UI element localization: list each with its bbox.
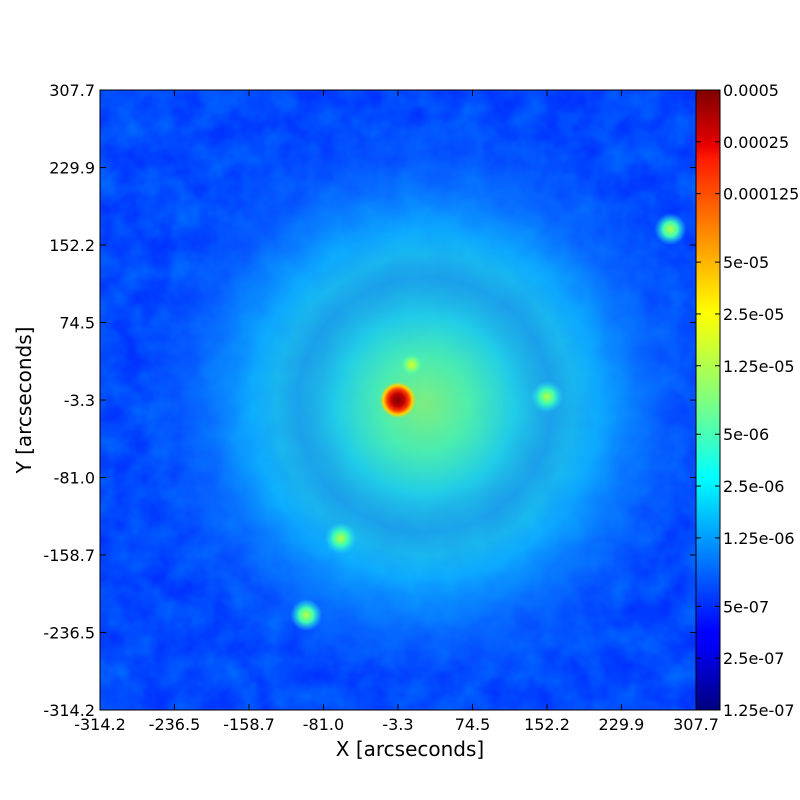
colorbar-tick-label: 5e-05 <box>723 253 769 272</box>
y-tick-label: -158.7 <box>43 546 95 565</box>
colorbar-tick-label: 1.25e-07 <box>723 701 795 720</box>
x-tick-label: 229.9 <box>599 715 645 734</box>
features-layer <box>290 213 687 632</box>
colorbar-frame <box>695 89 721 711</box>
plot-area <box>100 90 696 710</box>
y-axis-ticks: -314.2 -236.5 -158.7 -81.0 -3.3 74.5 152.2 229.… <box>43 81 696 720</box>
colorbar-tick-label: 0.00025 <box>723 133 789 152</box>
colorbar-tick-label: 2.5e-06 <box>723 477 784 496</box>
y-tick-label: 74.5 <box>59 313 95 332</box>
colorbar-tick-label: 5e-07 <box>723 597 769 616</box>
point-source <box>530 380 563 413</box>
colorbar-ticks: 1.25e-07 2.5e-07 5e-07 1.25e-06 2.5e-06 5e-06… <box>696 81 799 720</box>
colorbar-fill <box>696 90 720 710</box>
y-tick-label: -236.5 <box>43 624 95 643</box>
y-tick-label: -81.0 <box>54 469 95 488</box>
y-tick-label: 152.2 <box>49 236 95 255</box>
y-axis-label: Y [arcseconds] <box>12 327 36 475</box>
diffuse-emission-inner <box>275 255 575 555</box>
colorbar-tick-label: 0.000125 <box>723 185 799 204</box>
x-tick-label: -314.2 <box>74 715 126 734</box>
x-axis-label: X [arcseconds] <box>336 737 484 761</box>
point-source <box>324 522 357 555</box>
y-tick-label: 307.7 <box>49 81 95 100</box>
x-tick-label: 152.2 <box>524 715 570 734</box>
x-axis-ticks: -314.2 -236.5 -158.7 -81.0 -3.3 74.5 152.2 229.… <box>74 90 719 734</box>
colorbar-tick-label: 2.5e-05 <box>723 305 784 324</box>
x-tick-label: 307.7 <box>673 715 719 734</box>
y-tick-label: 229.9 <box>49 159 95 178</box>
colorbar-tick-label: 1.25e-06 <box>723 529 795 548</box>
x-tick-label: -3.3 <box>382 715 413 734</box>
colorbar-tick-label: 5e-06 <box>723 425 769 444</box>
colorbar-tick-label: 2.5e-07 <box>723 649 784 668</box>
colorbar: 1.25e-07 2.5e-07 5e-07 1.25e-06 2.5e-06 5e-06… <box>695 81 799 720</box>
colorbar-tick-label: 0.0005 <box>723 81 779 100</box>
x-tick-label: -236.5 <box>149 715 201 734</box>
point-source <box>400 353 423 376</box>
x-tick-label: -81.0 <box>303 715 344 734</box>
point-source <box>654 213 687 246</box>
colorbar-tick-label: 1.25e-05 <box>723 357 795 376</box>
central-source <box>379 382 416 419</box>
x-tick-label: 74.5 <box>455 715 491 734</box>
point-source <box>290 599 323 632</box>
y-tick-label: -3.3 <box>64 391 95 410</box>
y-tick-label: -314.2 <box>43 701 95 720</box>
x-tick-label: -158.7 <box>223 715 275 734</box>
